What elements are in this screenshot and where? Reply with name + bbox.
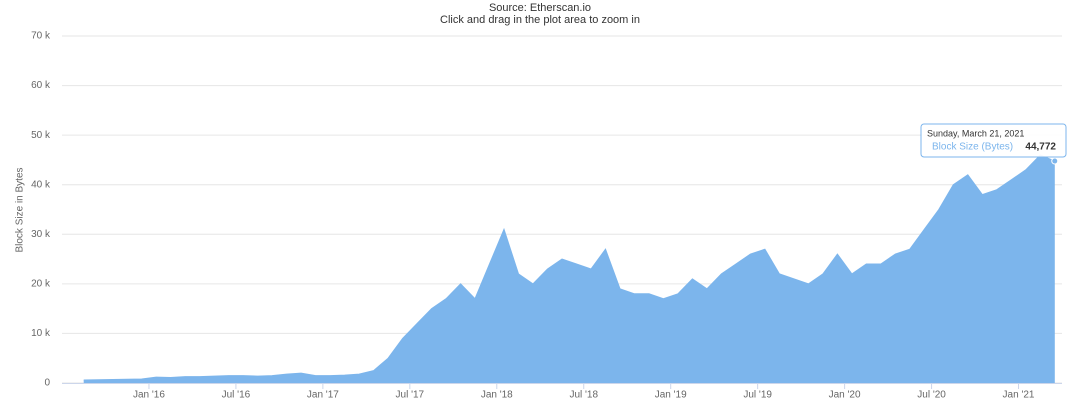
tooltip: Sunday, March 21, 2021 Block Size (Bytes)… (920, 123, 1067, 158)
x-tick-label: Jan '18 (481, 390, 513, 401)
tooltip-series: Block Size (Bytes) (932, 142, 1013, 153)
y-tick-label: 70 k (31, 31, 51, 42)
x-tick-label: Jan '21 (1003, 390, 1035, 401)
x-tick-label: Jul '20 (917, 390, 946, 401)
x-tick-label: Jul '17 (396, 390, 425, 401)
x-tick-label: Jan '17 (307, 390, 339, 401)
y-tick-label: 40 k (31, 179, 51, 190)
x-tick-label: Jan '16 (133, 390, 165, 401)
tooltip-date: Sunday, March 21, 2021 (927, 128, 1024, 138)
x-tick-label: Jan '20 (829, 390, 861, 401)
y-tick-label: 10 k (31, 328, 51, 339)
y-tick-label: 0 (44, 378, 50, 389)
y-tick-label: 60 k (31, 80, 51, 91)
y-tick-label: 30 k (31, 229, 51, 240)
tooltip-marker (1051, 157, 1059, 165)
chart-title: Source: Etherscan.io (489, 2, 591, 14)
y-axis-title: Block Size in Bytes (15, 167, 26, 252)
area-fill (83, 155, 1055, 383)
x-tick-label: Jul '16 (222, 390, 251, 401)
y-tick-label: 20 k (31, 278, 51, 289)
chart-subtitle: Click and drag in the plot area to zoom … (440, 14, 640, 26)
area-line (83, 154, 1055, 381)
x-tick-label: Jul '18 (569, 390, 598, 401)
y-tick-label: 50 k (31, 130, 51, 141)
x-tick-label: Jan '19 (655, 390, 687, 401)
tooltip-box (920, 123, 1067, 158)
x-tick-label: Jul '19 (743, 390, 772, 401)
tooltip-value: 44,772 (1025, 142, 1056, 153)
